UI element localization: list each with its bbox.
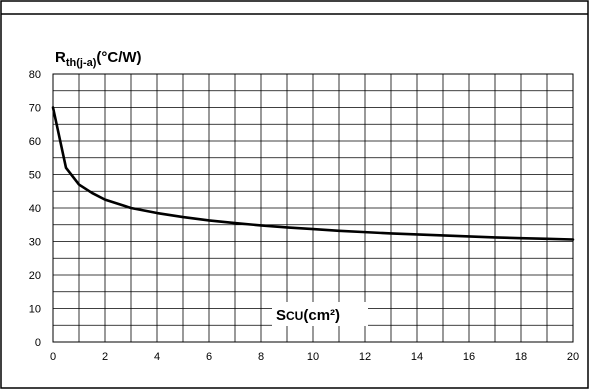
y-tick-label: 80 [29, 69, 41, 81]
y-tick-label: 10 [29, 304, 41, 316]
x-axis-label: SCU(cm²) [276, 307, 340, 324]
x-tick-label: 0 [50, 351, 56, 363]
y-tick-label: 30 [29, 237, 41, 249]
y-tick-label: 0 [35, 337, 41, 349]
x-tick-label: 6 [206, 351, 212, 363]
y-axis-label: Rth(j-a)(°C/W) [55, 49, 142, 69]
x-tick-label: 18 [515, 351, 527, 363]
x-tick-label: 2 [102, 351, 108, 363]
plot-area-border [52, 73, 574, 343]
y-tick-label: 40 [29, 203, 41, 215]
x-tick-label: 4 [154, 351, 160, 363]
x-tick-label: 10 [307, 351, 319, 363]
x-tick-label: 20 [567, 351, 579, 363]
x-tick-label: 12 [359, 351, 371, 363]
x-tick-label: 16 [463, 351, 475, 363]
x-tick-labels: 0 2 4 6 8 10 12 14 16 18 20 [50, 351, 579, 363]
y-tick-label: 60 [29, 136, 41, 148]
x-axis-label-box [272, 302, 368, 326]
series-line [51, 106, 575, 241]
y-tick-label: 50 [29, 170, 41, 182]
x-tick-label: 14 [411, 351, 423, 363]
y-tick-labels: 0 10 20 30 40 50 60 70 80 [29, 69, 41, 349]
y-tick-label: 70 [29, 103, 41, 115]
y-tick-label: 20 [29, 270, 41, 282]
x-tick-label: 8 [258, 351, 264, 363]
series-group [51, 106, 575, 241]
